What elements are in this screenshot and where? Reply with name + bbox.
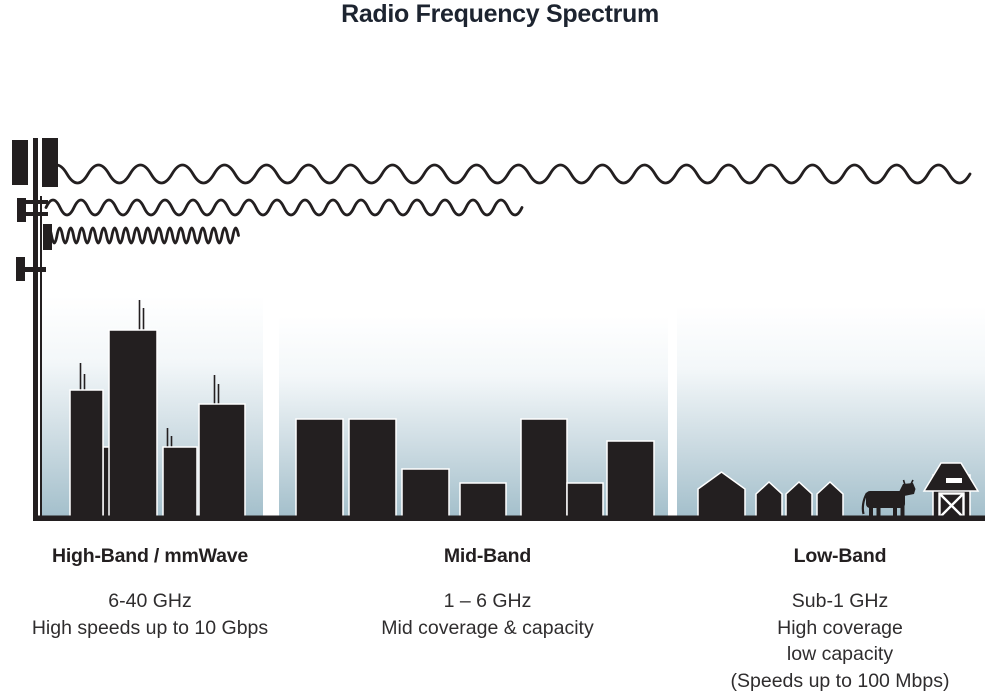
mid-frequency-wave-icon <box>44 198 524 217</box>
building <box>108 329 158 519</box>
cow-icon <box>861 479 916 519</box>
band-detail: 1 – 6 GHz <box>443 590 532 612</box>
house-icon <box>755 480 783 519</box>
band-detail: (Speeds up to 100 Mbps) <box>730 669 950 692</box>
page-title: Radio Frequency Spectrum <box>341 0 659 28</box>
spectrum-illustration <box>12 138 985 521</box>
band-detail: 6-40 GHz <box>108 590 192 612</box>
band-detail: Sub-1 GHz <box>791 590 889 612</box>
high-band-label-block: High-Band / mmWave 6-40 GHz High speeds … <box>25 545 275 641</box>
band-heading: High-Band / mmWave <box>51 545 249 567</box>
low-band-label-block: Low-Band Sub-1 GHz High coverage low cap… <box>685 545 995 694</box>
band-heading: Mid-Band <box>443 545 532 567</box>
building <box>348 418 397 519</box>
band-detail: low capacity <box>786 643 894 665</box>
building <box>401 468 450 519</box>
ground-line <box>33 515 985 521</box>
building <box>162 446 198 519</box>
building <box>606 440 655 519</box>
high-band-city-skyline <box>69 300 246 519</box>
building <box>566 482 604 519</box>
high-frequency-wave-icon <box>44 226 240 245</box>
house-icon <box>816 480 844 519</box>
low-band-rural-scene <box>697 462 980 519</box>
house-icon <box>785 480 813 519</box>
low-frequency-wave-icon <box>44 163 972 185</box>
band-detail: Mid coverage & capacity <box>381 616 594 639</box>
building <box>459 482 507 519</box>
band-detail: High coverage <box>777 616 903 639</box>
band-detail: High speeds up to 10 Gbps <box>31 616 269 639</box>
house-icon <box>697 471 746 519</box>
building <box>295 418 344 519</box>
barn-icon <box>922 462 980 519</box>
band-heading: Low-Band <box>793 545 887 567</box>
building <box>69 389 104 519</box>
cell-tower-icon <box>12 138 58 518</box>
mid-band-label-block: Mid-Band 1 – 6 GHz Mid coverage & capaci… <box>355 545 620 641</box>
building <box>520 418 568 519</box>
building <box>198 403 246 519</box>
mid-band-skyline <box>295 418 655 519</box>
